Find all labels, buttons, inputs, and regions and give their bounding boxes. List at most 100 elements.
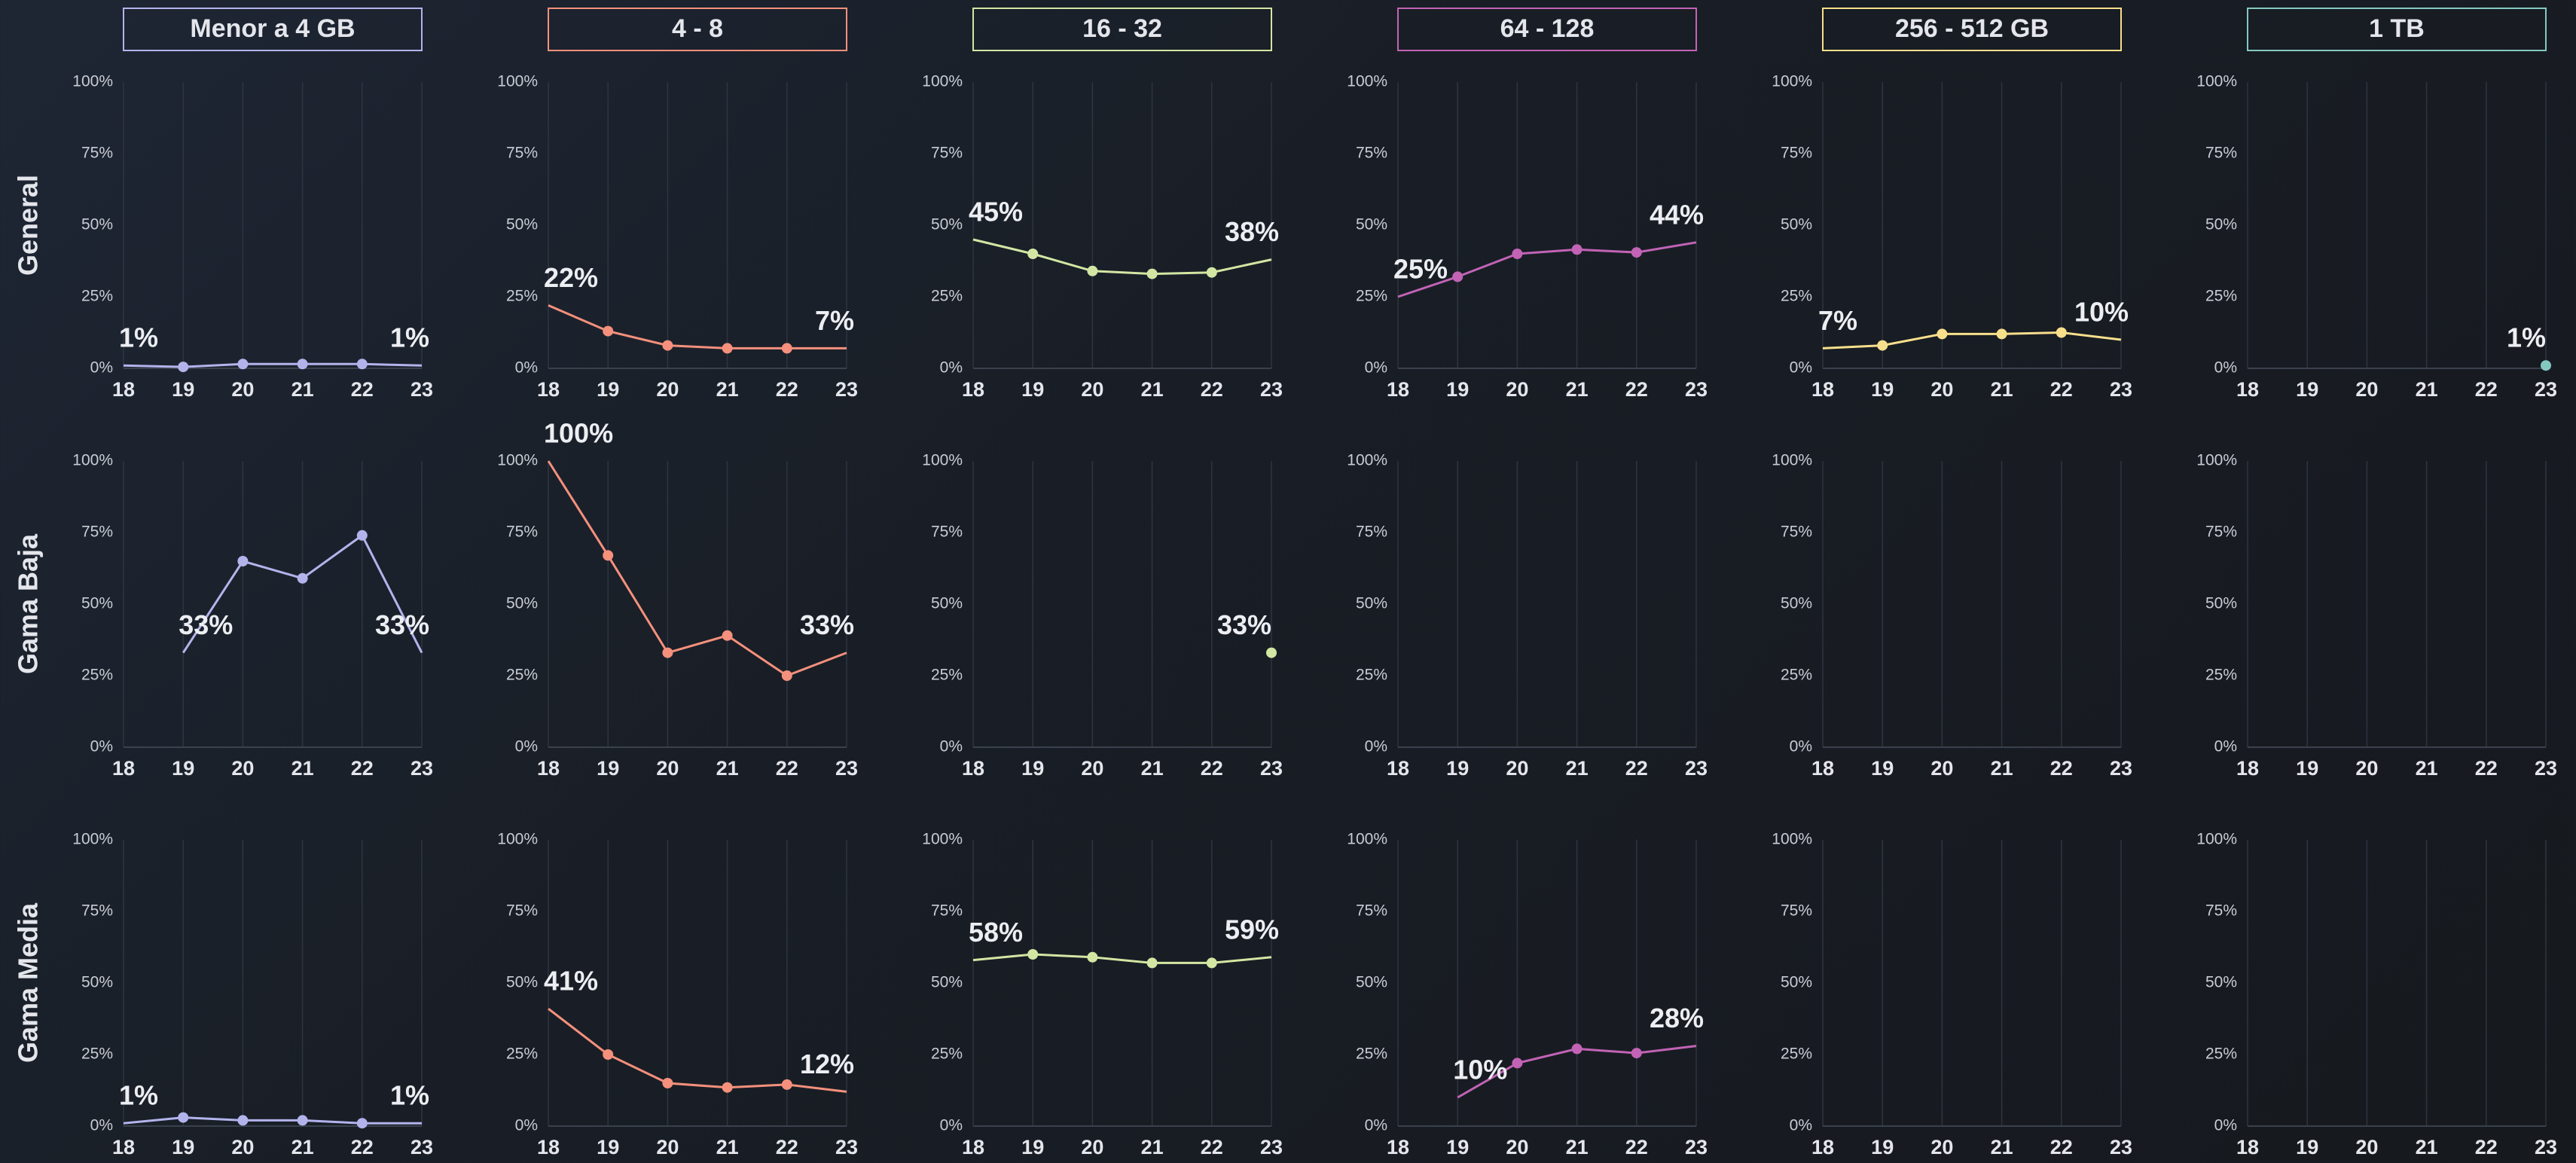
value-label: 7%: [1818, 305, 1857, 336]
x-tick-label: 18: [537, 378, 560, 401]
value-label: 25%: [1393, 254, 1448, 285]
x-tick-label: 20: [1930, 757, 1953, 780]
x-tick-label: 22: [776, 757, 798, 780]
x-tick-label: 23: [835, 378, 858, 401]
x-tick-label: 23: [1685, 757, 1708, 780]
x-tick-label: 19: [1871, 378, 1894, 401]
point: [722, 1082, 733, 1093]
x-tick-label: 18: [1811, 378, 1834, 401]
point: [662, 647, 673, 658]
y-tick-label: 0%: [2214, 1117, 2237, 1134]
y-tick-label: 25%: [931, 1045, 963, 1063]
value-label: 33%: [179, 609, 233, 640]
point: [603, 1049, 614, 1060]
y-tick-label: 50%: [2205, 216, 2237, 234]
y-tick-label: 50%: [1356, 974, 1387, 991]
x-tick-label: 20: [1506, 757, 1528, 780]
column-header: 1 TB: [2369, 14, 2425, 43]
point: [662, 1078, 673, 1088]
point: [237, 556, 249, 566]
x-tick-label: 21: [716, 378, 739, 401]
y-tick-label: 75%: [1781, 902, 1812, 920]
value-label: 45%: [969, 197, 1023, 227]
y-tick-label: 75%: [1781, 524, 1812, 541]
x-tick-label: 21: [1991, 1136, 2013, 1158]
y-tick-label: 75%: [81, 902, 113, 920]
y-tick-label: 100%: [1772, 73, 1812, 90]
x-tick-label: 23: [2535, 1136, 2557, 1158]
x-tick-label: 22: [2475, 378, 2498, 401]
line: [123, 1116, 422, 1125]
x-tick-label: 22: [2475, 757, 2498, 780]
y-tick-label: 0%: [515, 1117, 538, 1134]
point: [781, 343, 792, 354]
x-tick-label: 23: [1685, 378, 1708, 401]
y-tick-label: 25%: [931, 288, 963, 305]
x-tick-label: 23: [835, 757, 858, 780]
x-tick-label: 19: [1871, 757, 1894, 780]
line: [972, 238, 1272, 276]
line: [548, 1008, 847, 1093]
value-label: 12%: [800, 1049, 854, 1079]
y-tick-label: 75%: [2205, 524, 2237, 541]
value-label: 44%: [1650, 199, 1704, 230]
column-header: 256 - 512 GB: [1895, 14, 2049, 43]
x-tick-label: 20: [1081, 757, 1103, 780]
x-tick-label: 18: [2236, 1136, 2259, 1158]
y-tick-label: 75%: [506, 145, 538, 162]
y-tick-label: 25%: [1356, 667, 1387, 684]
row-label: General: [13, 175, 44, 276]
point: [1206, 957, 1217, 969]
x-tick-label: 22: [2050, 757, 2073, 780]
point: [237, 359, 249, 370]
y-tick-label: 100%: [1772, 831, 1812, 848]
point: [1087, 951, 1098, 963]
y-tick-label: 25%: [1781, 667, 1812, 684]
x-tick-label: 20: [1930, 378, 1953, 401]
point: [297, 359, 308, 370]
y-tick-label: 50%: [931, 974, 963, 991]
point: [1937, 328, 1948, 340]
point: [1206, 267, 1217, 278]
x-tick-label: 18: [1811, 757, 1834, 780]
point: [1877, 340, 1888, 351]
column-header-box: [548, 8, 847, 51]
x-tick-label: 23: [1260, 757, 1283, 780]
y-tick-label: 25%: [506, 1045, 538, 1063]
x-tick-label: 20: [656, 1136, 679, 1158]
y-tick-label: 100%: [1347, 452, 1387, 469]
point: [2541, 360, 2551, 371]
y-tick-label: 50%: [506, 974, 538, 991]
y-tick-label: 0%: [90, 359, 113, 377]
y-tick-label: 75%: [931, 524, 963, 541]
point: [1571, 1043, 1583, 1055]
x-tick-label: 19: [1021, 378, 1044, 401]
x-tick-label: 20: [1081, 1136, 1103, 1158]
value-label: 10%: [2074, 297, 2129, 328]
x-tick-label: 19: [1446, 757, 1469, 780]
x-tick-label: 21: [291, 378, 314, 401]
column-header: 4 - 8: [672, 14, 723, 43]
x-tick-label: 18: [112, 378, 135, 401]
value-label: 7%: [815, 305, 854, 336]
x-tick-label: 19: [172, 378, 194, 401]
y-tick-label: 25%: [81, 288, 113, 305]
x-tick-label: 21: [1141, 1136, 1164, 1158]
y-tick-label: 75%: [1781, 145, 1812, 162]
y-tick-label: 0%: [1365, 1117, 1387, 1134]
point: [1266, 647, 1277, 658]
row-label: Gama Media: [13, 902, 44, 1063]
y-tick-label: 25%: [1781, 288, 1812, 305]
y-tick-label: 100%: [497, 452, 538, 469]
x-tick-label: 22: [1201, 757, 1223, 780]
y-tick-label: 0%: [2214, 359, 2237, 377]
x-tick-label: 19: [172, 1136, 194, 1158]
value-label: 1%: [390, 1080, 429, 1111]
y-tick-label: 100%: [922, 73, 963, 90]
y-tick-label: 75%: [81, 524, 113, 541]
x-tick-label: 20: [656, 757, 679, 780]
y-tick-label: 0%: [1790, 359, 1812, 377]
value-label: 59%: [1225, 914, 1279, 945]
x-tick-label: 22: [351, 757, 374, 780]
